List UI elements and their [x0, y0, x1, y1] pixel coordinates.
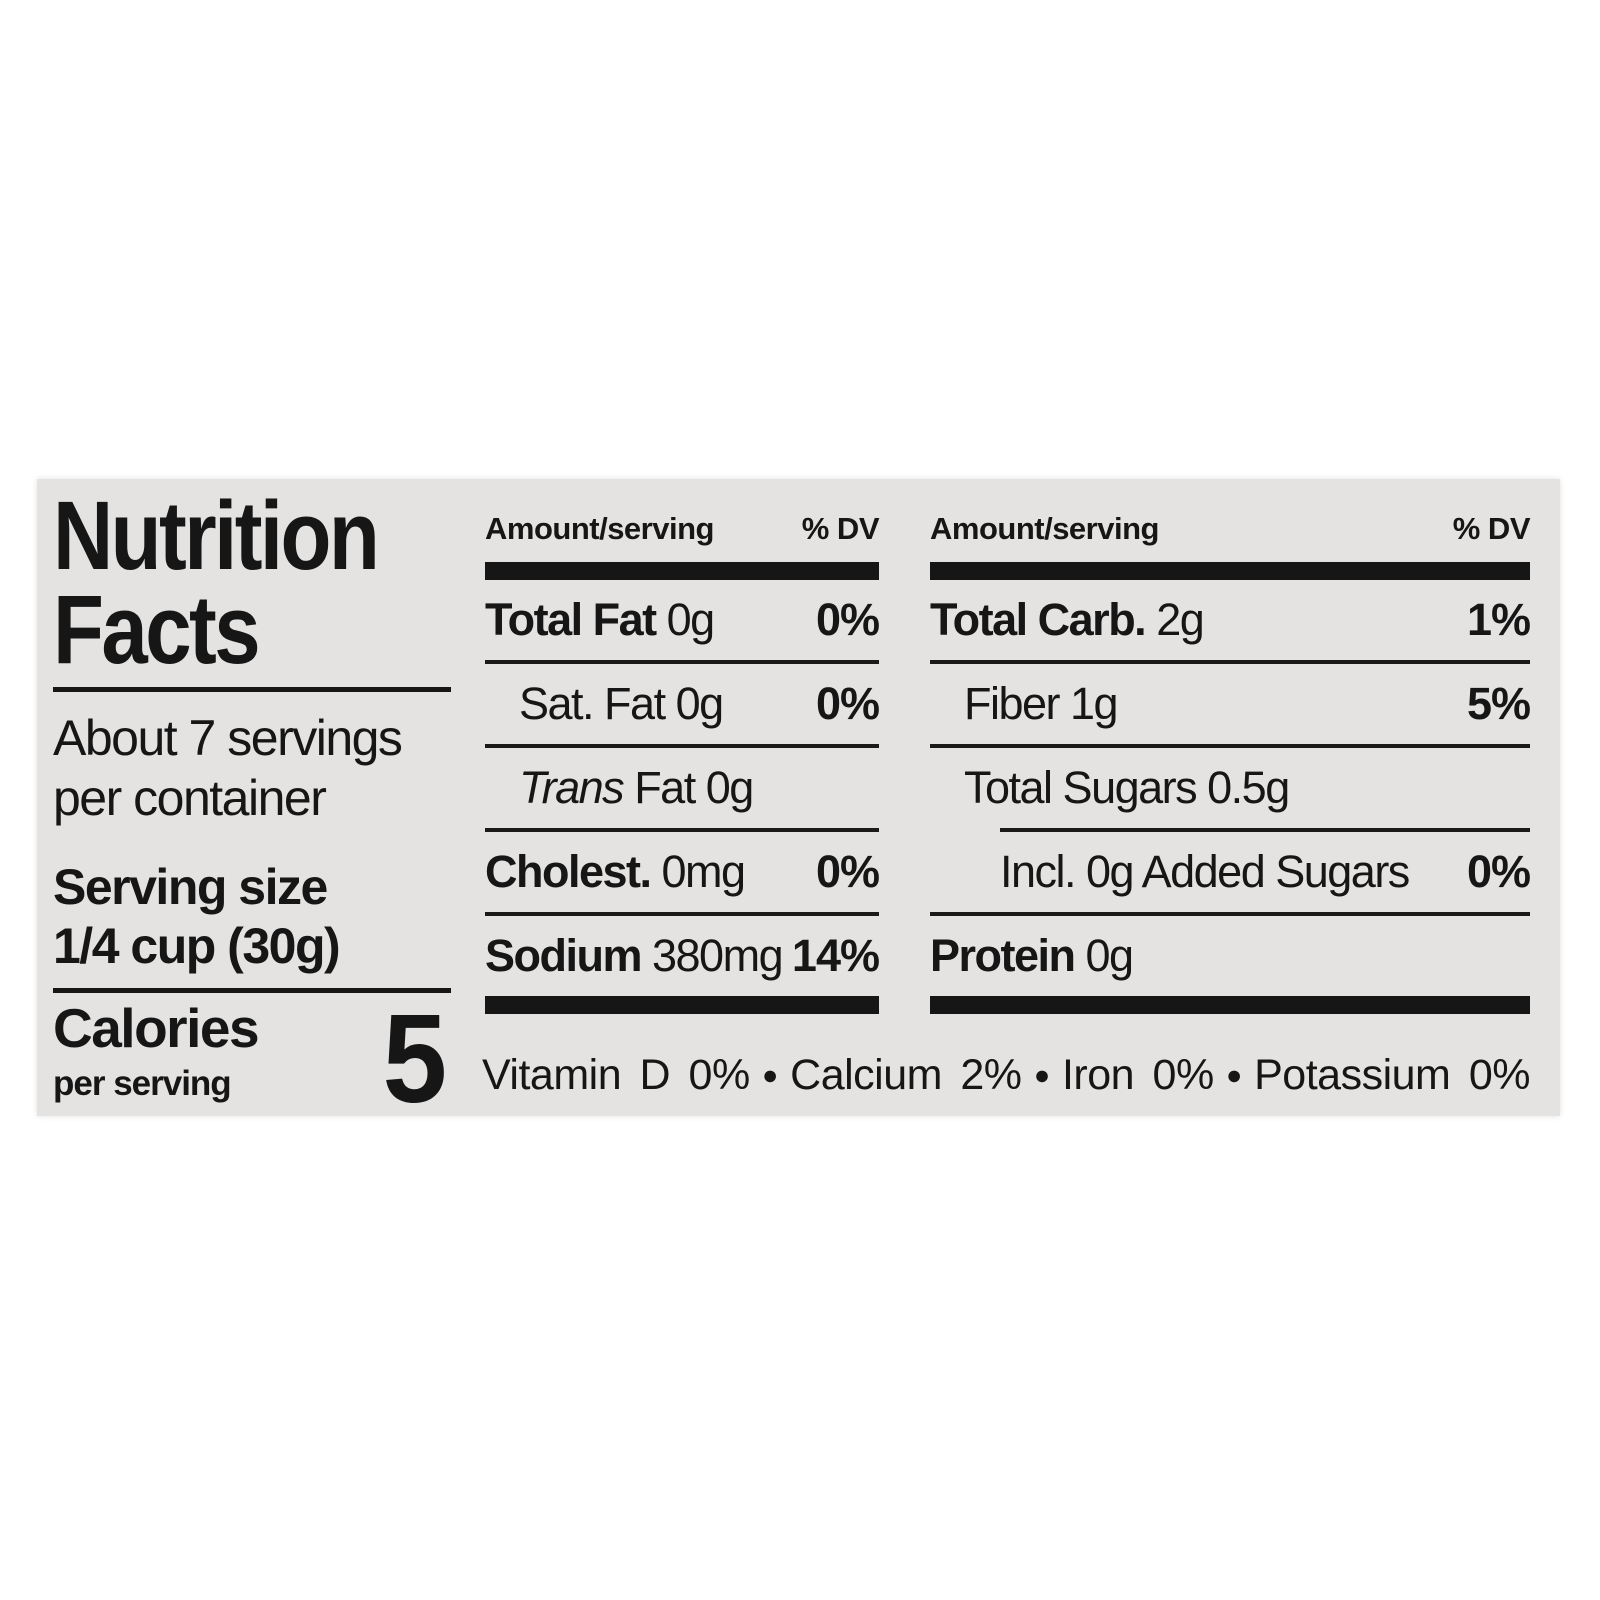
row-protein-bold: Protein: [930, 930, 1076, 981]
row-trans-fat-name: Trans Fat 0g: [519, 762, 754, 814]
percent-dv-header: % DV: [801, 510, 880, 546]
row-sodium-rest: 380mg: [641, 930, 784, 981]
micronutrient-vitamin-d: Vitamin D 0%: [482, 1050, 750, 1099]
row-trans-fat-italic: Trans: [519, 762, 625, 813]
title-line-2: Facts: [53, 575, 261, 685]
micronutrient-calcium: Calcium 2%: [790, 1050, 1022, 1099]
amount-per-serving-header: Amount/serving: [485, 510, 714, 546]
row-total-fat-rest: 0g: [655, 594, 716, 645]
row-trans-fat: Trans Fat 0g: [485, 748, 879, 828]
rule: [930, 912, 1530, 916]
row-added-sugars-rest: Incl. 0g Added Sugars: [1000, 846, 1410, 897]
title-divider-rule: [53, 687, 451, 693]
percent-dv-header: % DV: [1452, 510, 1531, 546]
serving-size-value: 1/4 cup (30g): [53, 918, 341, 975]
rule: [930, 744, 1530, 748]
row-sodium: Sodium 380mg 14%: [485, 916, 880, 996]
nutrient-column-2: Amount/serving % DV Total Carb. 2g 1% Fi…: [930, 479, 1531, 1014]
row-protein: Protein 0g: [930, 916, 1530, 996]
servings-line-1: About 7 servings: [53, 710, 403, 767]
row-added-sugars-name: Incl. 0g Added Sugars: [1000, 846, 1410, 898]
row-fiber-name: Fiber 1g: [964, 678, 1119, 730]
micronutrients-row: Vitamin D 0% ● Calcium 2% ● Iron 0% ● Po…: [482, 1045, 1530, 1105]
thick-bar-bottom: [485, 996, 879, 1014]
row-sat-fat: Sat. Fat 0g 0%: [485, 664, 880, 744]
micronutrient-iron: Iron 0%: [1061, 1050, 1214, 1099]
calories-value: 5: [382, 988, 447, 1130]
rule-indented: [1000, 828, 1530, 832]
row-added-sugars-dv: 0%: [1466, 846, 1531, 897]
row-total-carb-dv: 1%: [1466, 594, 1531, 645]
row-cholesterol: Cholest. 0mg 0%: [485, 832, 880, 912]
servings-line-2: per container: [53, 770, 327, 827]
calories-row: Calories per serving 5: [53, 988, 461, 1130]
calories-divider-rule: [53, 988, 451, 994]
row-total-fat-dv: 0%: [815, 594, 880, 645]
row-total-carb-bold: Total Carb.: [930, 594, 1147, 645]
serving-size-label: Serving size: [53, 859, 328, 916]
title-line-1: Nutrition: [53, 481, 380, 590]
rule: [930, 660, 1530, 664]
micronutrient-potassium: Potassium 0%: [1254, 1050, 1530, 1099]
row-sat-fat-dv: 0%: [815, 678, 880, 729]
row-total-fat-bold: Total Fat: [485, 594, 657, 645]
rule: [485, 828, 879, 832]
thick-bar-bottom: [930, 996, 1530, 1014]
label-left-column: Nutrition Facts About 7 servings per con…: [53, 481, 461, 1130]
nutrient-column-1: Amount/serving % DV Total Fat 0g 0% Sat.…: [485, 479, 880, 1014]
column-2-header: Amount/serving % DV: [930, 479, 1531, 562]
row-cholesterol-rest: 0mg: [650, 846, 747, 897]
row-fiber-rest: Fiber 1g: [964, 678, 1119, 729]
row-protein-name: Protein 0g: [930, 930, 1135, 982]
calories-label-block: Calories per serving: [53, 997, 260, 1104]
row-total-carb-rest: 2g: [1145, 594, 1205, 645]
row-sodium-name: Sodium 380mg: [485, 930, 784, 982]
thick-bar-top: [485, 562, 879, 580]
row-trans-fat-rest: Fat 0g: [623, 762, 754, 813]
row-sodium-dv: 14%: [791, 930, 880, 981]
serving-size: Serving size 1/4 cup (30g): [53, 858, 461, 976]
bullet-separator: ●: [1033, 1059, 1050, 1090]
row-total-fat-name: Total Fat 0g: [485, 594, 716, 646]
row-cholesterol-name: Cholest. 0mg: [485, 846, 747, 898]
calories-sublabel: per serving: [53, 1064, 232, 1104]
bullet-separator: ●: [1226, 1059, 1242, 1090]
row-total-sugars-rest: Total Sugars 0.5g: [964, 762, 1290, 813]
calories-label: Calories: [53, 997, 260, 1060]
row-fiber: Fiber 1g 5%: [930, 664, 1531, 744]
row-total-sugars: Total Sugars 0.5g: [930, 748, 1530, 828]
servings-per-container: About 7 servings per container: [53, 708, 461, 828]
row-total-fat: Total Fat 0g 0%: [485, 580, 880, 660]
row-added-sugars: Incl. 0g Added Sugars 0%: [930, 832, 1531, 912]
nutrition-facts-title: Nutrition Facts: [53, 481, 404, 685]
row-fiber-dv: 5%: [1466, 678, 1531, 729]
thick-bar-top: [930, 562, 1530, 580]
row-total-carb: Total Carb. 2g 1%: [930, 580, 1531, 660]
row-sat-fat-name: Sat. Fat 0g: [519, 678, 724, 730]
row-sat-fat-rest: Sat. Fat 0g: [519, 678, 724, 729]
row-protein-rest: 0g: [1074, 930, 1135, 981]
rule: [485, 660, 879, 664]
amount-per-serving-header: Amount/serving: [930, 510, 1159, 546]
rule: [485, 744, 879, 748]
row-cholesterol-dv: 0%: [815, 846, 880, 897]
nutrition-facts-panel: Nutrition Facts About 7 servings per con…: [37, 479, 1560, 1130]
row-sodium-bold: Sodium: [485, 930, 643, 981]
rule: [485, 912, 879, 916]
row-cholesterol-bold: Cholest.: [485, 846, 652, 897]
column-1-header: Amount/serving % DV: [485, 479, 880, 562]
bullet-separator: ●: [762, 1059, 778, 1090]
row-total-sugars-name: Total Sugars 0.5g: [964, 762, 1290, 814]
row-total-carb-name: Total Carb. 2g: [930, 594, 1205, 646]
